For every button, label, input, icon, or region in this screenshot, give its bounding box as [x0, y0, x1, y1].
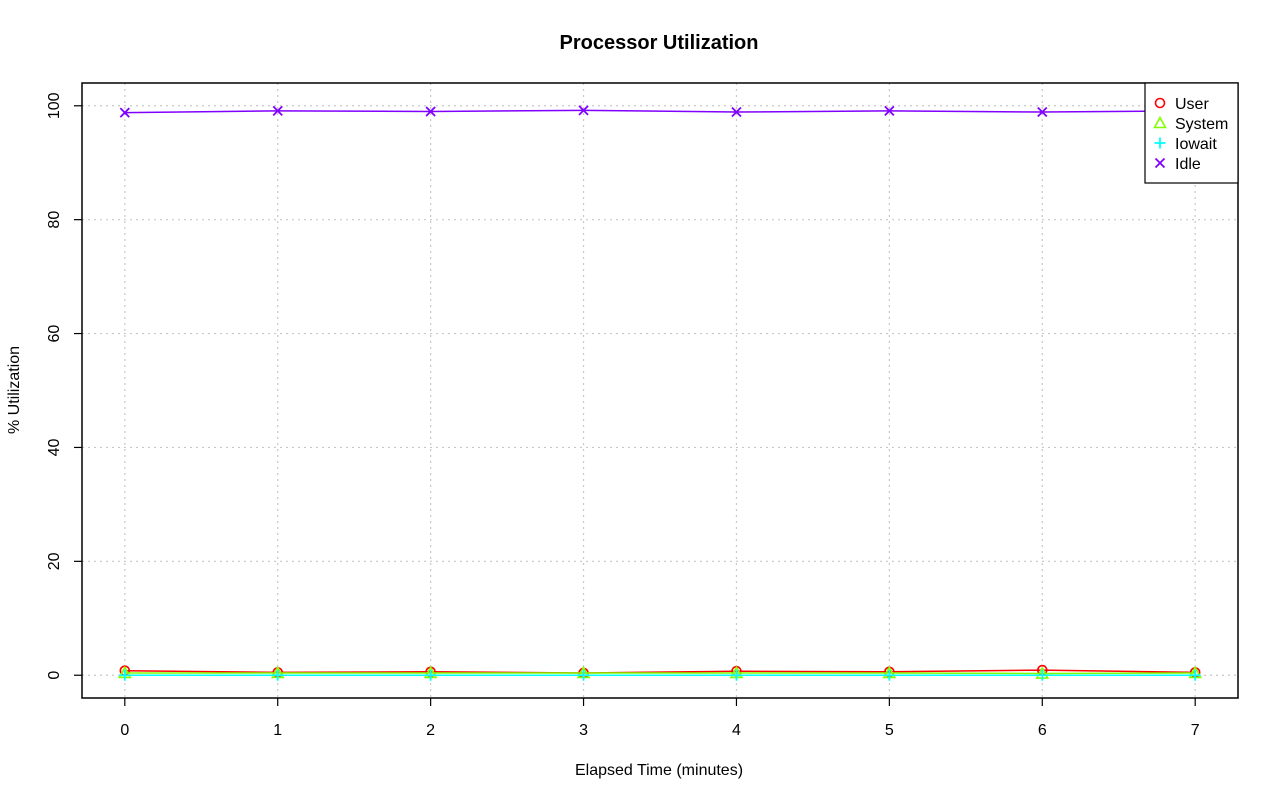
legend-label: User [1175, 96, 1209, 113]
data-point [425, 669, 437, 681]
series-layer [117, 105, 1203, 681]
x-tick-label: 0 [120, 722, 129, 739]
x-tick-label: 2 [426, 722, 435, 739]
legend-item-user: User [1154, 96, 1209, 113]
legend-marker [1153, 115, 1167, 129]
data-point [578, 105, 589, 116]
data-point [578, 669, 590, 681]
data-point [1037, 106, 1048, 118]
series-idle [119, 105, 1201, 118]
x-tick-label: 3 [579, 722, 588, 739]
x-tick-label: 7 [1191, 722, 1200, 739]
legend-box [1144, 82, 1239, 184]
series-line [124, 672, 1196, 675]
data-point [883, 669, 895, 681]
y-tick-label: 60 [46, 325, 63, 343]
y-axis: 0 20 40 60 80 100 [46, 92, 82, 680]
data-point [119, 107, 130, 118]
legend-label: Iowait [1175, 136, 1217, 153]
legend: User System Iowait Idle [1144, 82, 1239, 184]
plot-frame [81, 82, 1239, 699]
data-point [425, 106, 436, 117]
x-tick-label: 1 [273, 722, 282, 739]
data-point [731, 106, 742, 118]
y-tick-label: 40 [46, 438, 63, 456]
x-tick-label: 5 [885, 722, 894, 739]
data-point [730, 669, 742, 681]
x-axis-label: Elapsed Time (minutes) [575, 762, 743, 779]
legend-marker [1154, 157, 1166, 169]
series-line [124, 109, 1196, 114]
legend-item-iowait: Iowait [1154, 136, 1217, 153]
legend-label: Idle [1175, 156, 1201, 173]
y-tick-label: 0 [46, 671, 63, 680]
data-point [119, 669, 131, 681]
y-tick-label: 80 [46, 211, 63, 229]
x-axis: 0 1 2 3 4 5 6 7 [120, 698, 1200, 739]
legend-label: System [1175, 116, 1228, 133]
x-tick-label: 4 [732, 722, 741, 739]
series-iowait [119, 669, 1201, 681]
chart-title: Processor Utilization [560, 32, 759, 54]
grid-lines [82, 83, 1238, 698]
data-point [884, 105, 895, 117]
data-point [272, 105, 283, 117]
legend-marker [1154, 97, 1166, 109]
data-point [1036, 669, 1048, 681]
legend-item-system: System [1153, 115, 1228, 133]
y-axis-label: % Utilization [6, 346, 23, 434]
data-point [272, 669, 284, 681]
x-tick-label: 6 [1038, 722, 1047, 739]
legend-marker [1154, 137, 1166, 149]
legend-item-idle: Idle [1154, 156, 1201, 173]
y-tick-label: 20 [46, 552, 63, 570]
y-tick-label: 100 [46, 92, 63, 119]
data-point [1189, 669, 1201, 681]
